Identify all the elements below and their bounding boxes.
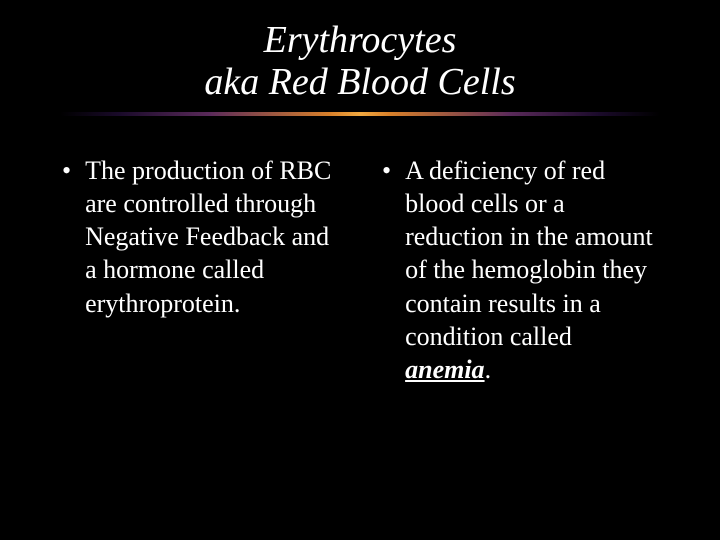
column-left: • The production of RBC are controlled t…: [60, 154, 340, 387]
bullet-marker-icon: •: [382, 154, 391, 187]
bullet-text-prefix: A deficiency of red blood cells or a red…: [405, 156, 653, 351]
bullet-text: The production of RBC are controlled thr…: [85, 154, 340, 320]
column-right: • A deficiency of red blood cells or a r…: [380, 154, 660, 387]
slide-container: Erythrocytes aka Red Blood Cells • The p…: [0, 0, 720, 540]
title-underline-divider: [60, 112, 660, 116]
emphasized-term: anemia: [405, 355, 484, 384]
bullet-text-suffix: .: [485, 355, 492, 384]
title-line-1: Erythrocytes: [60, 20, 660, 62]
bullet-marker-icon: •: [62, 154, 71, 187]
bullet-item: • The production of RBC are controlled t…: [60, 154, 340, 320]
title-line-2: aka Red Blood Cells: [60, 62, 660, 104]
slide-title: Erythrocytes aka Red Blood Cells: [60, 20, 660, 104]
content-columns: • The production of RBC are controlled t…: [60, 154, 660, 387]
bullet-text: A deficiency of red blood cells or a red…: [405, 154, 660, 387]
bullet-item: • A deficiency of red blood cells or a r…: [380, 154, 660, 387]
